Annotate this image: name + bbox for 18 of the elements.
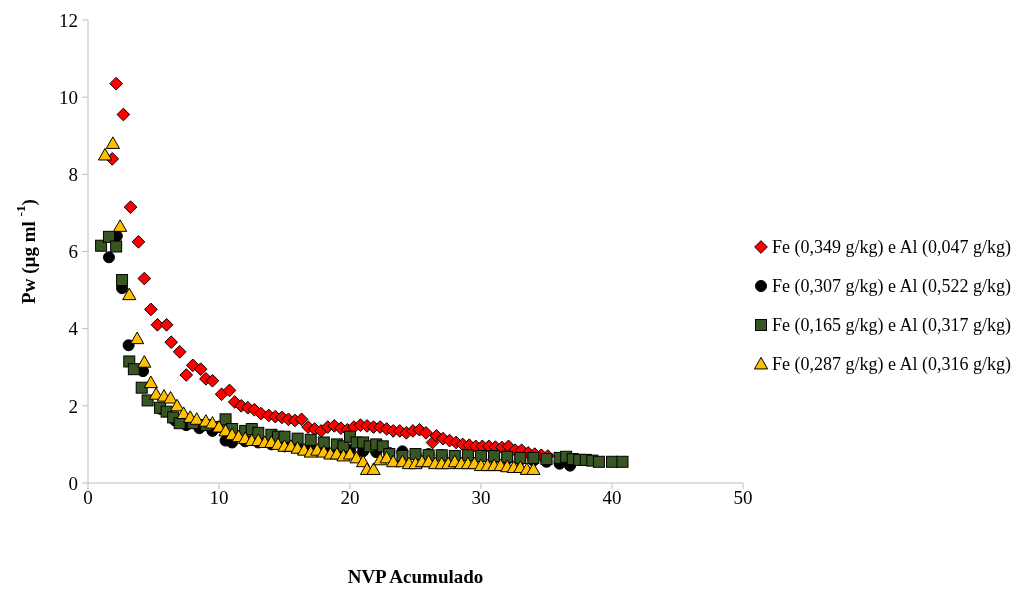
y-tick-label: 8: [68, 164, 78, 186]
y-tick-label: 0: [68, 472, 78, 494]
x-tick-label: 40: [602, 487, 622, 509]
legend-label: Fe (0,307 g/kg) e Al (0,522 g/kg): [772, 275, 1011, 297]
x-tick-label: 50: [733, 487, 753, 509]
legend-label: Fe (0,165 g/kg) e Al (0,317 g/kg): [772, 314, 1011, 336]
x-tick-label: 30: [471, 487, 491, 509]
x-tick-label: 20: [340, 487, 360, 509]
legend-label: Fe (0,287 g/kg) e Al (0,316 g/kg): [772, 353, 1011, 375]
y-tick-label: 2: [68, 395, 78, 417]
legend-label: Fe (0,349 g/kg) e Al (0,047 g/kg): [772, 236, 1011, 258]
x-tick-label: 0: [83, 487, 93, 509]
y-tick-label: 10: [59, 86, 78, 108]
y-tick-label: 4: [68, 318, 79, 340]
y-tick-label: 12: [59, 9, 78, 31]
x-tick-label: 10: [209, 487, 229, 509]
x-axis-title: NVP Acumulado: [347, 566, 484, 587]
y-tick-label: 6: [68, 241, 78, 263]
